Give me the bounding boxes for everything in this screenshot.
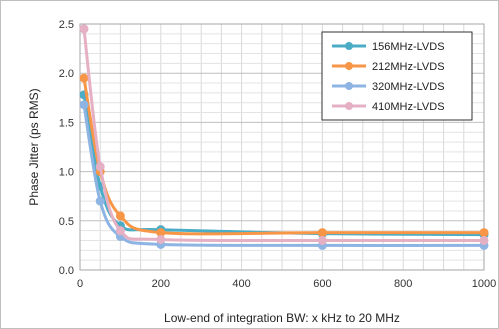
x-axis-ticks: 0 200 400 600 800 1000 xyxy=(77,278,496,290)
plot-area xyxy=(79,23,485,271)
legend: 156MHz-LVDS 212MHz-LVDS 320MHz-LVDS 410MHz-… xyxy=(321,31,473,121)
data-point xyxy=(156,234,166,244)
x-tick-label: 0 xyxy=(77,278,83,290)
y-tick-label: 2.0 xyxy=(59,68,74,80)
x-axis-title: Low-end of integration BW: x kHz to 20 M… xyxy=(164,311,400,325)
series-layer xyxy=(79,24,489,250)
data-point xyxy=(79,24,89,34)
y-tick-label: 0.5 xyxy=(59,216,74,228)
data-point xyxy=(115,211,125,221)
series-line-3 xyxy=(82,28,485,243)
y-tick-label: 2.5 xyxy=(59,19,74,31)
legend-marker xyxy=(345,62,353,70)
legend-label: 320MHz-LVDS xyxy=(372,81,445,93)
data-point xyxy=(317,235,327,245)
x-tick-label: 200 xyxy=(152,278,170,290)
data-point xyxy=(79,73,89,83)
x-tick-label: 1000 xyxy=(472,278,496,290)
data-point xyxy=(79,100,89,110)
data-point xyxy=(95,196,105,206)
legend-label: 410MHz-LVDS xyxy=(372,101,445,113)
legend-label: 156MHz-LVDS xyxy=(372,41,445,53)
y-tick-label: 1.0 xyxy=(59,167,74,179)
data-point xyxy=(317,228,327,238)
y-axis-ticks: 0.0 0.5 1.0 1.5 2.0 2.5 xyxy=(59,19,74,277)
y-axis-title: Phase Jitter (ps RMS) xyxy=(27,88,41,205)
series-line-2 xyxy=(82,104,485,247)
x-tick-label: 600 xyxy=(313,278,331,290)
x-tick-label: 400 xyxy=(232,278,250,290)
y-tick-label: 0.0 xyxy=(59,265,74,277)
y-tick-label: 1.5 xyxy=(59,117,74,129)
legend-marker xyxy=(345,42,353,50)
legend-label: 212MHz-LVDS xyxy=(372,61,445,73)
data-point xyxy=(479,235,489,245)
x-tick-label: 800 xyxy=(394,278,412,290)
data-point xyxy=(479,228,489,238)
data-point xyxy=(115,226,125,236)
legend-marker xyxy=(345,82,353,90)
data-point xyxy=(95,162,105,172)
legend-marker xyxy=(345,102,353,110)
